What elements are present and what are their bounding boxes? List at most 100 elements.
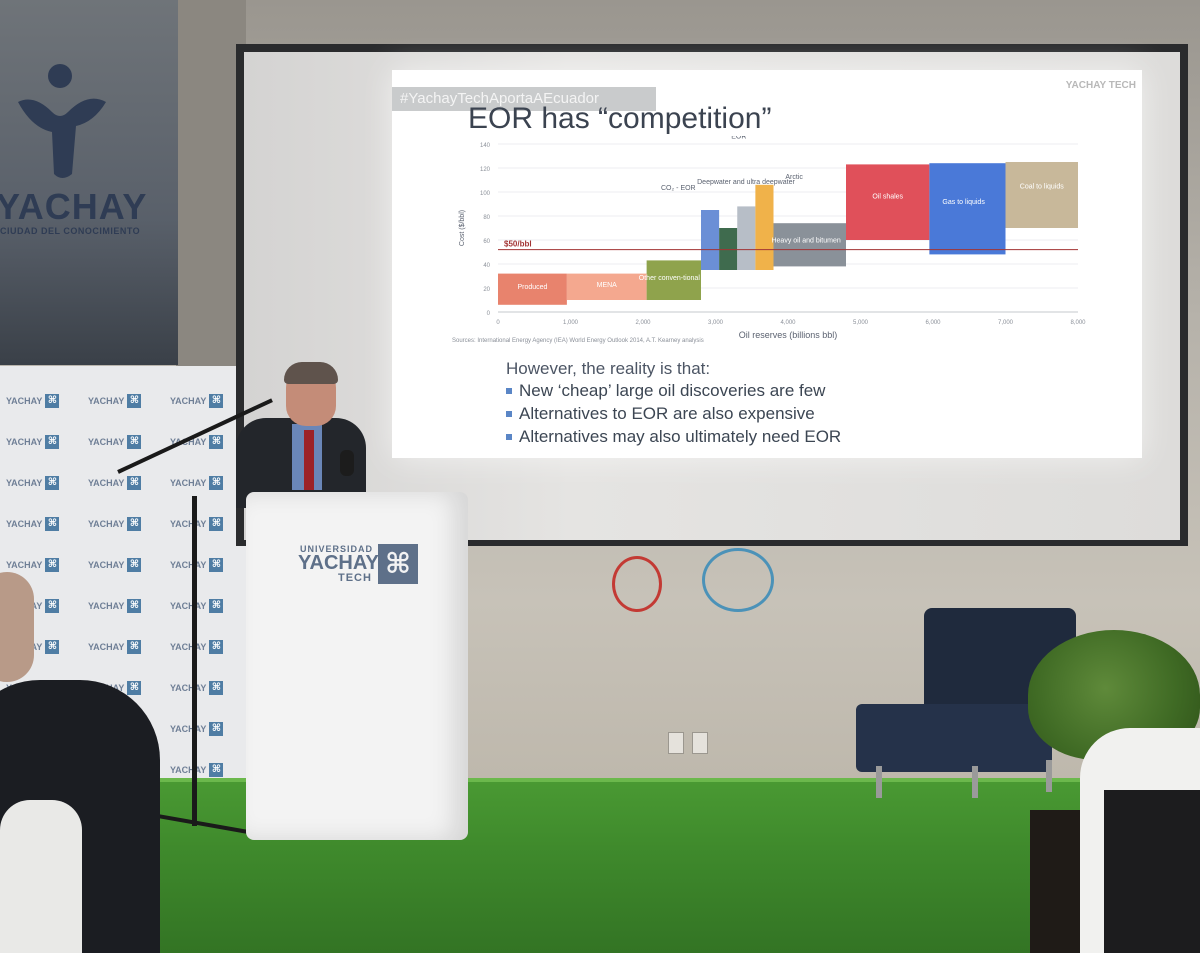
backdrop-logo-tile: YACHAY⌘: [88, 380, 170, 421]
bullet-item: Alternatives to EOR are also expensive: [506, 404, 815, 424]
backdrop-logo-tile: YACHAY⌘: [170, 667, 252, 708]
backdrop-logo-tile: YACHAY⌘: [88, 503, 170, 544]
yachay-logo-icon: ⌘: [209, 434, 224, 449]
y-tick-label: 120: [480, 167, 491, 173]
podium-sub: TECH: [338, 572, 372, 584]
backdrop-logo-tile: YACHAY⌘: [170, 749, 252, 790]
backdrop-logo-tile: YACHAY⌘: [88, 421, 170, 462]
backdrop-logo-tile: YACHAY⌘: [170, 585, 252, 626]
power-outlet: [668, 732, 684, 754]
yachay-logo-icon: ⌘: [127, 598, 142, 613]
yachay-logo-icon: ⌘: [209, 680, 224, 695]
backdrop-logo-text: YACHAY: [170, 436, 207, 447]
backdrop-logo-text: YACHAY: [170, 518, 207, 529]
segment-label: Deepwater and ultra deepwater: [697, 179, 795, 186]
blue-cable-coil: [702, 548, 774, 612]
podium: UNIVERSIDAD YACHAY TECH ⌘: [246, 492, 468, 840]
podium-label: UNIVERSIDAD: [300, 544, 374, 554]
backdrop-logo-tile: YACHAY⌘: [170, 708, 252, 749]
x-tick-label: 2,000: [635, 320, 651, 326]
backdrop-logo-text: YACHAY: [88, 395, 125, 406]
backdrop-logo-text: YACHAY: [170, 764, 207, 775]
backdrop-logo-text: YACHAY: [170, 600, 207, 611]
cost-segment: [1005, 162, 1078, 228]
y-tick-label: 60: [483, 239, 490, 245]
chair-leg: [1046, 760, 1052, 792]
slide-title: EOR has “competition”: [468, 102, 772, 135]
bullet-item: New ‘cheap’ large oil discoveries are fe…: [506, 381, 825, 401]
segment-label: Coal to liquids: [1020, 183, 1064, 190]
backdrop-logo-tile: YACHAY⌘: [170, 462, 252, 503]
backdrop-logo-text: YACHAY: [6, 477, 43, 488]
backdrop-logo-tile: YACHAY⌘: [6, 544, 88, 585]
cost-segment: [773, 223, 846, 267]
yachay-logo-icon: ⌘: [45, 516, 60, 531]
cost-segment: [646, 260, 701, 300]
chair-leg: [876, 766, 882, 798]
backdrop-logo-tile: YACHAY⌘: [6, 380, 88, 421]
cost-segment: [701, 210, 720, 270]
backdrop-logo-text: YACHAY: [88, 518, 125, 529]
bullet-marker-icon: [506, 388, 512, 394]
backdrop-logo-text: YACHAY: [6, 559, 43, 570]
bullet-text: Alternatives may also ultimately need EO…: [519, 427, 842, 446]
cost-segment: [929, 163, 1006, 255]
yachay-logo-icon: ⌘: [127, 639, 142, 654]
segment-label: Gas to liquids: [942, 199, 985, 206]
backdrop-logo-text: YACHAY: [88, 477, 125, 488]
y-tick-label: 0: [487, 311, 491, 317]
yachay-logo-icon: ⌘: [45, 557, 60, 572]
backdrop-logo-tile: YACHAY⌘: [170, 421, 252, 462]
segment-label: EOR: [731, 136, 746, 140]
backdrop-logo-tile: YACHAY⌘: [88, 462, 170, 503]
backdrop-logo-text: YACHAY: [170, 682, 207, 693]
x-tick-label: 4,000: [780, 320, 796, 326]
backdrop-logo-tile: YACHAY⌘: [170, 626, 252, 667]
backdrop-logo-text: YACHAY: [170, 559, 207, 570]
y-tick-label: 100: [480, 191, 491, 197]
bullet-marker-icon: [506, 434, 512, 440]
oil-cost-chart: 0 20 40 60 80 100 120 140 0 1,000 2,000 3,000 4,000 5…: [459, 136, 1086, 340]
yachay-logo-icon: ⌘: [127, 680, 142, 695]
segment-label: CO₂ - EOR: [661, 185, 696, 192]
y-axis-title: Cost ($/bbl): [459, 210, 466, 246]
yachay-logo-icon: ⌘: [209, 516, 224, 531]
bullet-text: New ‘cheap’ large oil discoveries are fe…: [519, 381, 826, 400]
yachay-logo-icon: ⌘: [45, 598, 60, 613]
y-tick-label: 20: [483, 287, 490, 293]
red-cable-coil: [612, 556, 662, 612]
x-tick-label: 7,000: [998, 320, 1014, 326]
backdrop-logo-text: YACHAY: [88, 600, 125, 611]
power-outlet: [692, 732, 708, 754]
segment-label: Oil shales: [872, 193, 903, 200]
speaker-hair: [284, 362, 338, 384]
x-tick-label: 8,000: [1070, 320, 1086, 326]
banner: YACHAY CIUDAD DEL CONOCIMIENTO: [0, 0, 178, 365]
banner-wordmark: YACHAY: [0, 186, 148, 227]
segment-label: Arctic: [785, 174, 803, 181]
mic-stand-pole: [192, 496, 197, 826]
backdrop-logo-tile: YACHAY⌘: [6, 462, 88, 503]
speaker-tie: [304, 430, 314, 490]
x-tick-label: 5,000: [853, 320, 869, 326]
backdrop-logo-tile: YACHAY⌘: [88, 544, 170, 585]
reference-line-label: $50/bbl: [504, 240, 532, 249]
backdrop-logo-text: YACHAY: [88, 559, 125, 570]
backdrop-logo-text: YACHAY: [170, 641, 207, 652]
armchair-seat: [856, 704, 1052, 772]
yachay-logo-icon: ⌘: [209, 721, 224, 736]
yachay-logo-icon: ⌘: [45, 434, 60, 449]
slide-logo: YACHAY TECH: [1065, 80, 1136, 91]
segment-label: MENA: [597, 282, 618, 289]
backdrop-logo-tile: YACHAY⌘: [88, 585, 170, 626]
chart-source: Sources: International Energy Agency (IE…: [452, 338, 704, 344]
yachay-logo-icon: ⌘: [209, 475, 224, 490]
backdrop-logo-text: YACHAY: [6, 395, 43, 406]
x-tick-label: 3,000: [708, 320, 724, 326]
backdrop-logo-tile: YACHAY⌘: [170, 544, 252, 585]
backdrop-logo-tile: YACHAY⌘: [170, 503, 252, 544]
x-tick-label: 6,000: [925, 320, 941, 326]
yachay-logo-icon: ⌘: [209, 762, 224, 777]
x-tick-label: 0: [496, 320, 500, 326]
yachay-logo-icon: ⌘: [127, 475, 142, 490]
